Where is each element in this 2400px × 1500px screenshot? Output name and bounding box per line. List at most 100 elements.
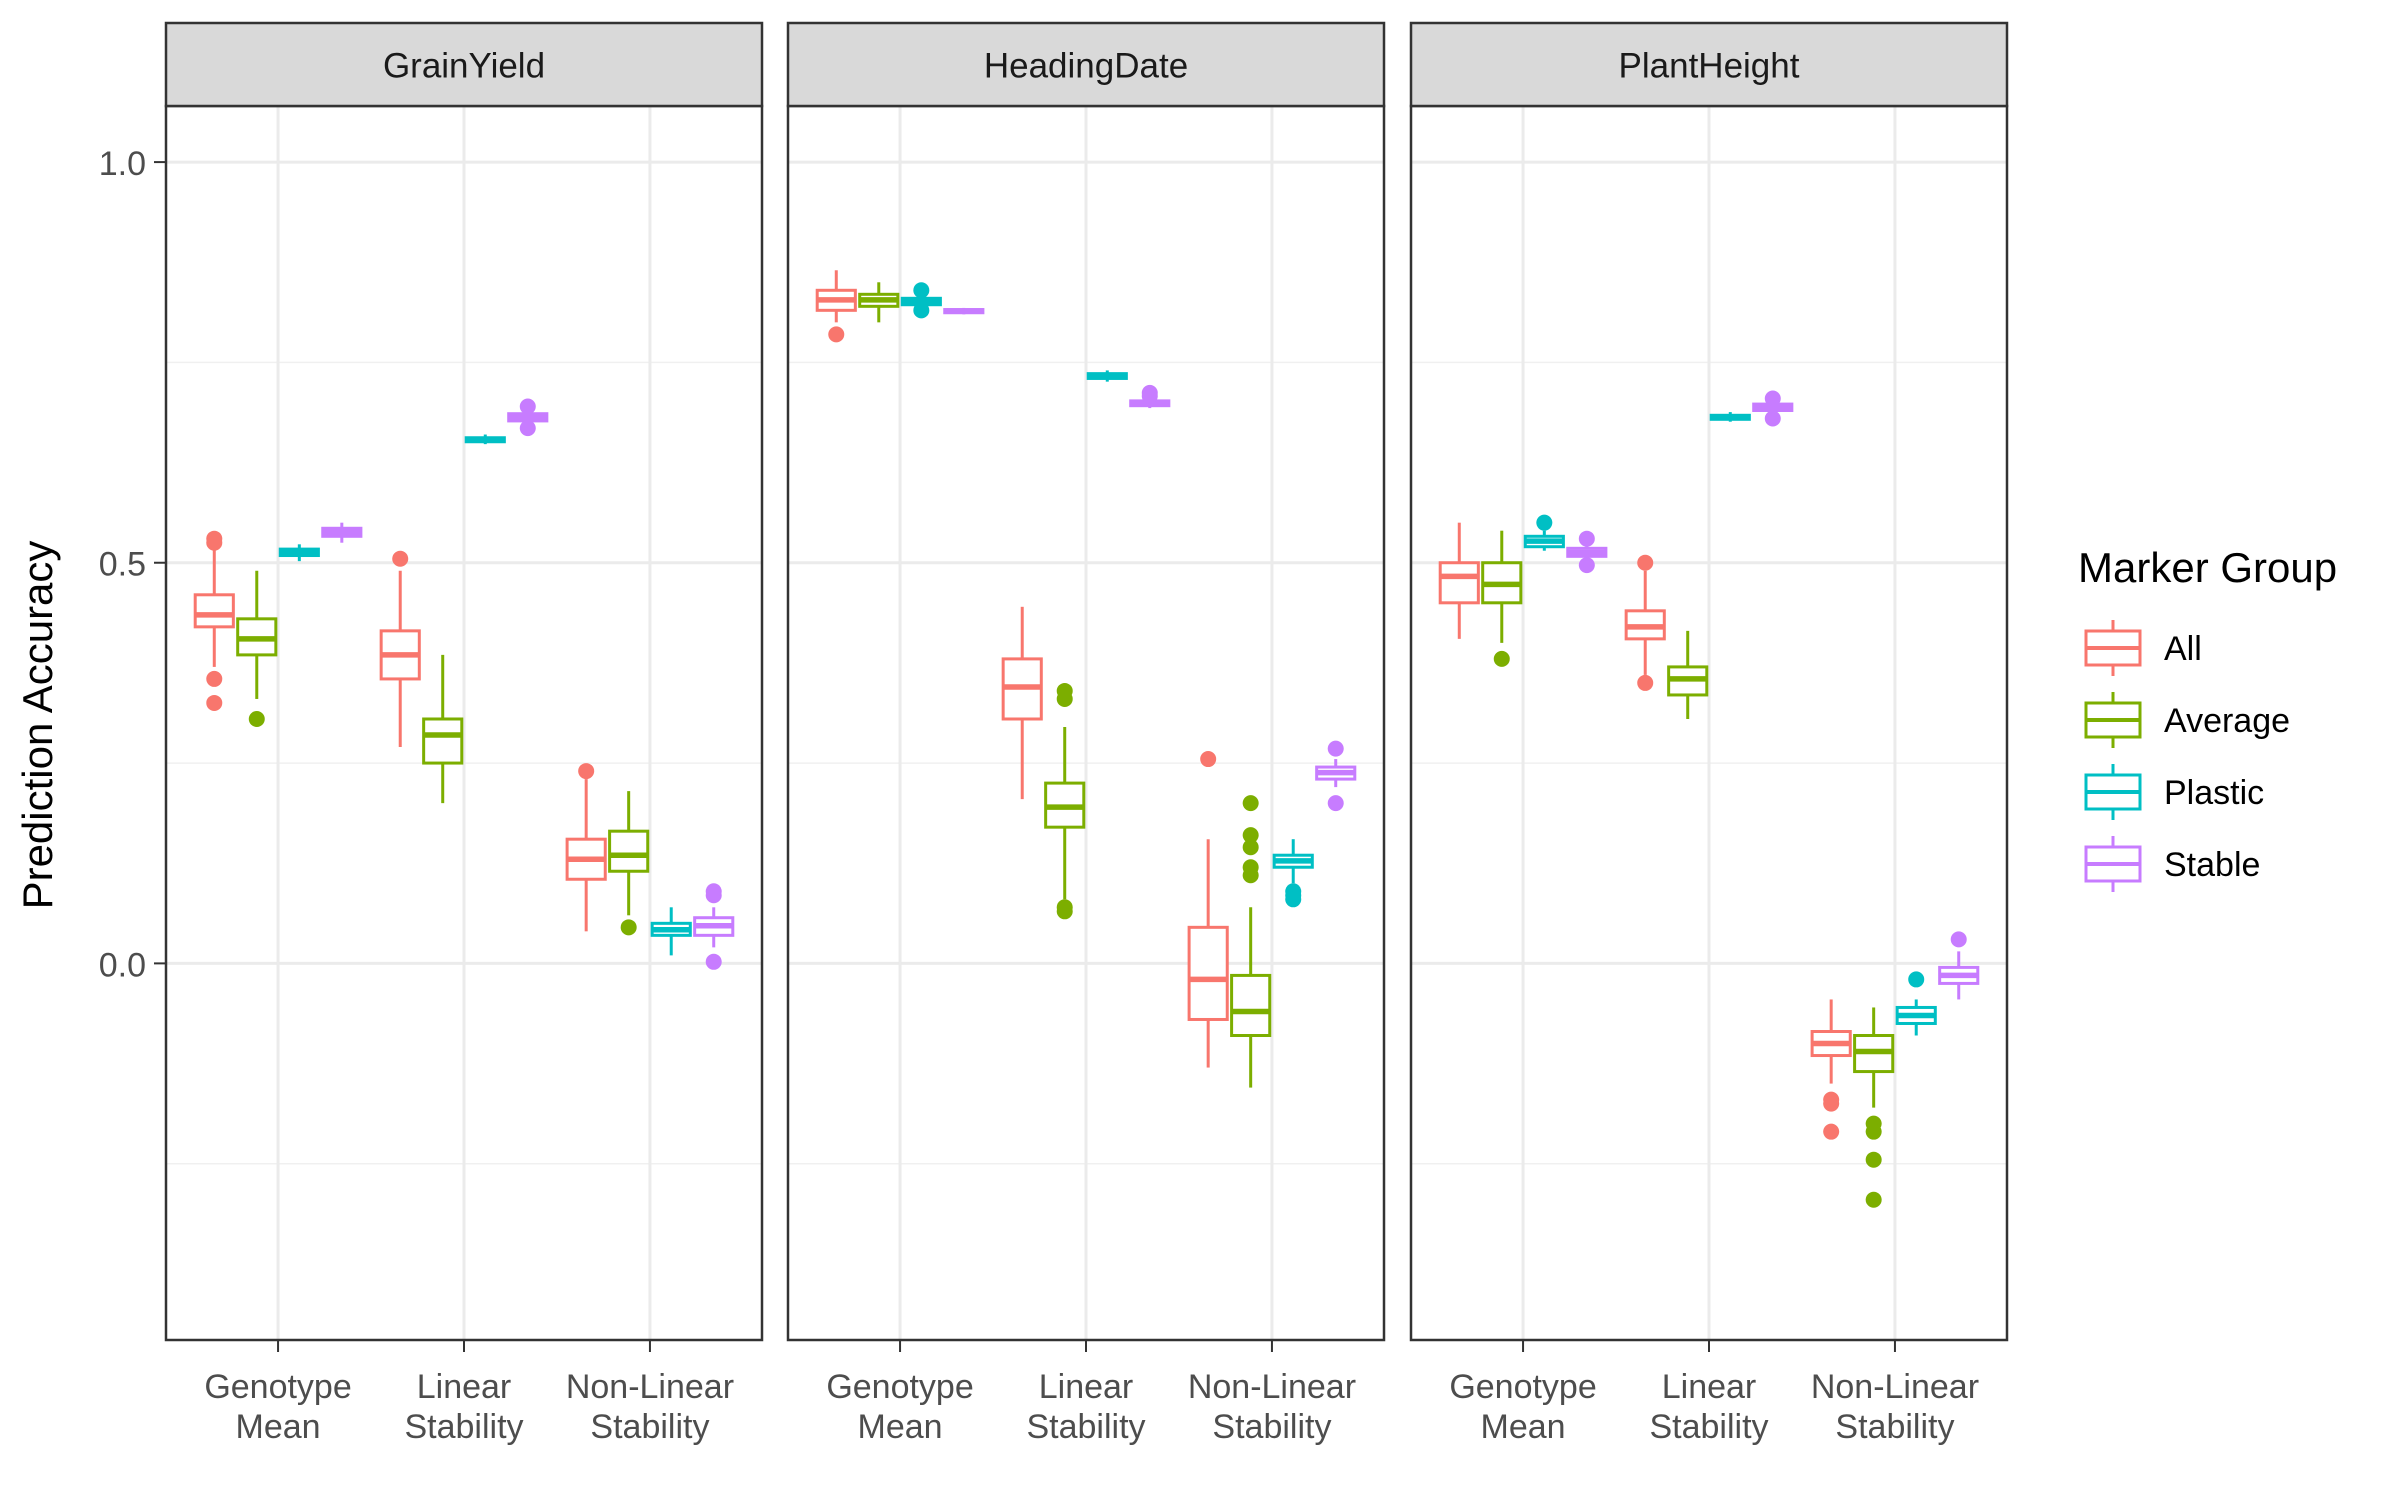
box-average [1667, 630, 1709, 719]
box-stable [1315, 740, 1357, 812]
box-all [379, 550, 421, 748]
outlier-point [913, 282, 930, 299]
box-body [1438, 561, 1480, 605]
outlier-point [1056, 690, 1073, 707]
box-all [1810, 999, 1852, 1140]
x-tick-label: Non-Linear Stability [1188, 1368, 1356, 1446]
outlier-point [1536, 514, 1553, 531]
outlier-point [1327, 795, 1344, 812]
box-all [1001, 606, 1043, 800]
y-tick-label: 0.0 [99, 946, 146, 984]
facet-label: GrainYield [383, 47, 545, 86]
outlier-point [1493, 650, 1510, 667]
outlier-point [1242, 839, 1259, 856]
outlier-point [1327, 740, 1344, 757]
outlier-point [1823, 1123, 1840, 1140]
legend-label: Plastic [2164, 774, 2264, 812]
box-stable [507, 398, 549, 437]
outlier-point [392, 550, 409, 567]
outlier-point [1637, 554, 1654, 571]
box-stable [1129, 384, 1171, 409]
x-tick-label: Genotype Mean [826, 1368, 973, 1446]
x-tick-label: Non-Linear Stability [1811, 1368, 1979, 1446]
outlier-point [828, 326, 845, 343]
outlier-point [705, 953, 722, 970]
box-plastic [1272, 839, 1314, 908]
outlier-point [1865, 1123, 1882, 1140]
box-body [1230, 973, 1272, 1038]
outlier-point [1285, 891, 1302, 908]
box-plastic [1523, 514, 1565, 551]
legend-item-average: Average [2084, 692, 2290, 748]
outlier-point [1865, 1151, 1882, 1168]
box-all [815, 270, 857, 343]
box-all [565, 763, 607, 932]
box-average [858, 282, 900, 323]
outlier-point [1141, 388, 1158, 405]
box-body [608, 829, 650, 873]
facet-strip [1409, 21, 2009, 108]
legend-item-stable: Stable [2084, 836, 2260, 892]
legend-label: Average [2164, 702, 2290, 740]
box-average [422, 654, 464, 804]
box-average [1230, 795, 1272, 1088]
outlier-point [1242, 867, 1259, 884]
box-all [1438, 522, 1480, 639]
box-average [608, 791, 650, 936]
outlier-point [1908, 971, 1925, 988]
outlier-point [1578, 557, 1595, 574]
x-tick-label: Genotype Mean [1449, 1368, 1596, 1446]
box-stable [321, 522, 363, 543]
outlier-point [1242, 827, 1259, 844]
outlier-point [1242, 795, 1259, 812]
box-plastic [464, 434, 506, 445]
outlier-point [913, 302, 930, 319]
outlier-point [1764, 410, 1781, 427]
box-average [236, 570, 278, 727]
outlier-point [705, 887, 722, 904]
outlier-point [1865, 1191, 1882, 1208]
box-body [1187, 925, 1229, 1021]
x-tick-label: Linear Stability [1649, 1368, 1768, 1446]
legend-title: Marker Group [2078, 544, 2337, 591]
box-plastic [900, 282, 942, 319]
box-average [1044, 682, 1086, 920]
box-plastic [278, 544, 320, 562]
y-tick-label: 1.0 [99, 145, 146, 183]
legend-label: All [2164, 630, 2202, 668]
outlier-point [578, 763, 595, 780]
box-plastic [1086, 370, 1128, 382]
box-stable [943, 307, 985, 315]
outlier-point [248, 710, 265, 727]
outlier-point [1637, 674, 1654, 691]
box-stable [1566, 530, 1608, 574]
box-body [422, 717, 464, 765]
box-plastic [1895, 971, 1937, 1036]
outlier-point [519, 398, 536, 415]
facet-strip [164, 21, 764, 108]
legend-label: Stable [2164, 846, 2260, 884]
box-stable [1938, 931, 1980, 1000]
box-stable [693, 883, 735, 970]
box-plastic [650, 907, 692, 956]
box-body [193, 593, 235, 629]
facet-strip [786, 21, 1386, 108]
box-stable [1752, 390, 1794, 427]
box-all [193, 530, 235, 711]
x-tick-label: Linear Stability [1026, 1368, 1145, 1446]
outlier-point [519, 420, 536, 437]
legend-item-plastic: Plastic [2084, 764, 2264, 820]
outlier-point [1056, 903, 1073, 920]
y-axis-title: Prediction Accuracy [14, 541, 61, 910]
box-all [1187, 751, 1229, 1068]
outlier-point [1823, 1095, 1840, 1112]
x-tick-label: Linear Stability [404, 1368, 523, 1446]
facet-label: PlantHeight [1619, 47, 1800, 86]
x-tick-label: Genotype Mean [204, 1368, 351, 1446]
y-tick-label: 0.5 [99, 546, 146, 584]
box-all [1624, 554, 1666, 691]
outlier-point [206, 534, 223, 551]
facet-label: HeadingDate [984, 47, 1188, 86]
outlier-point [1950, 931, 1967, 948]
